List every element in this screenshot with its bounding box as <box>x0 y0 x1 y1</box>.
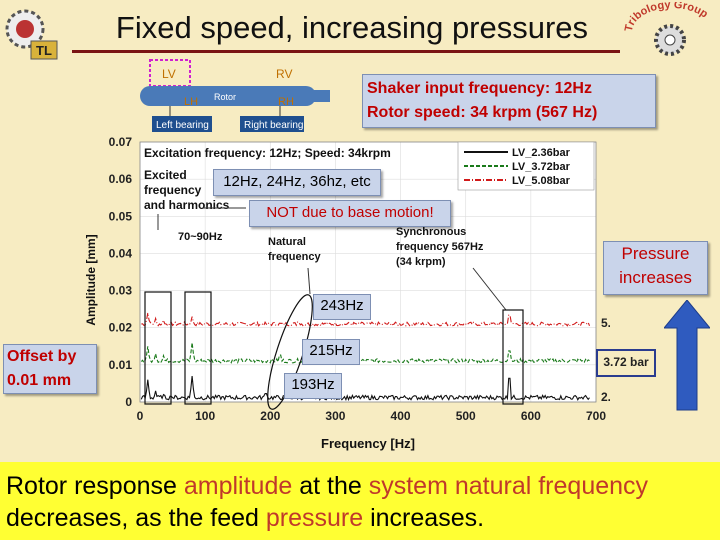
legend-box <box>457 141 595 191</box>
not-base-motion-callout: NOT due to base motion! <box>249 200 451 227</box>
pressure-increases-callout: Pressure increases <box>603 241 708 295</box>
legend-label: LV_2.36bar <box>512 147 571 159</box>
annotation-natural: Natural <box>268 236 306 248</box>
legend: LV_2.36bar LV_3.72bar LV_5.08bar <box>457 141 595 191</box>
freq-215-callout: 215Hz <box>302 339 360 365</box>
annotation-excited: Excited <box>144 168 187 182</box>
x-tick-label: 200 <box>260 409 280 423</box>
shaker-frequency-text: Shaker input frequency: 12Hz <box>367 80 592 97</box>
page-title: Fixed speed, increasing pressures <box>115 10 589 45</box>
series-line <box>140 375 590 402</box>
y-tick-label: 0.07 <box>109 135 133 149</box>
plot-frame <box>139 141 597 403</box>
title-underline <box>72 50 620 53</box>
conclusion-part-2: at the <box>292 472 369 500</box>
rotor-speed-text: Rotor speed: 34 krpm (567 Hz) <box>367 104 598 121</box>
x-tick-label: 600 <box>521 409 541 423</box>
annotation-70-90hz: 70~90Hz <box>178 231 223 243</box>
series-line <box>140 342 590 365</box>
x-tick-label: 400 <box>391 409 411 423</box>
pressure-line-2: increases <box>619 268 692 287</box>
lv-label: LV <box>162 67 176 81</box>
y-tick-label: 0.04 <box>109 246 133 260</box>
freq-243-callout: 243Hz <box>313 294 371 320</box>
logo-text: TL <box>36 43 52 58</box>
pressure-line-1: Pressure <box>621 244 690 263</box>
logo-left: TL <box>3 5 59 61</box>
pressure-arrow-icon <box>664 300 710 411</box>
logo-right: Tribology Group <box>623 0 718 66</box>
harmonics-callout: 12Hz, 24Hz, 36hz, etc <box>213 169 381 196</box>
offset-callout: Offset by 0.01 mm <box>3 344 97 394</box>
rotor-diagram: LV LH RV RH Rotor Left bearing Right bea… <box>140 56 340 140</box>
y-tick-label: 0.06 <box>109 172 133 186</box>
offset-line-1: Offset by <box>7 348 77 365</box>
y-tick-label: 0.05 <box>109 209 133 223</box>
highlight-sync <box>502 309 524 405</box>
conclusion-part-3: decreases, as the feed <box>6 504 266 532</box>
x-tick-label: 100 <box>195 409 215 423</box>
highlight-70-90 <box>184 291 212 405</box>
legend-label: LV_5.08bar <box>512 175 571 187</box>
annotation-frequency: frequency <box>144 183 202 197</box>
annotation-sync-567hz: frequency 567Hz <box>396 241 484 253</box>
right-bearing-label: Right bearing <box>244 120 303 131</box>
annotation-natural-frequency: frequency <box>268 251 321 263</box>
pressure-label-508: 5.08 bar <box>601 316 610 330</box>
rh-label: RH <box>278 96 294 108</box>
x-tick-label: 300 <box>325 409 345 423</box>
conclusion-text: Rotor response amplitude at the system n… <box>0 462 720 540</box>
y-tick-label: 0.02 <box>109 321 133 335</box>
series-line <box>141 312 591 327</box>
gear-logo-icon: TL <box>5 9 58 60</box>
pressure-label-372-box: 3.72 bar <box>596 349 656 377</box>
chart-title: Excitation frequency: 12Hz; Speed: 34krp… <box>144 146 391 160</box>
x-axis-label: Frequency [Hz] <box>321 436 415 451</box>
y-tick-label: 0.01 <box>109 358 133 372</box>
x-tick-label: 500 <box>456 409 476 423</box>
legend-label: LV_3.72bar <box>512 161 571 173</box>
test-conditions-box: Shaker input frequency: 12Hz Rotor speed… <box>362 74 656 128</box>
highlight-excited <box>144 291 172 405</box>
conclusion-highlight-natural-frequency: system natural frequency <box>368 472 649 500</box>
y-tick-label: 0 <box>125 395 132 409</box>
conclusion-part-4: increases. <box>363 504 485 532</box>
x-tick-label: 0 <box>137 409 144 423</box>
rotor-label: Rotor <box>214 92 236 102</box>
conclusion-highlight-pressure: pressure <box>265 504 364 532</box>
rv-label: RV <box>276 67 292 81</box>
annotation-harmonics: and harmonics <box>144 198 230 212</box>
offset-line-2: 0.01 mm <box>7 372 72 389</box>
conclusion-highlight-amplitude: amplitude <box>183 472 293 500</box>
annotation-34krpm: (34 krpm) <box>396 256 446 268</box>
y-tick-label: 0.03 <box>109 284 133 298</box>
left-bearing-label: Left bearing <box>156 120 209 131</box>
x-tick-label: 700 <box>586 409 606 423</box>
pointer-natural <box>307 267 311 295</box>
conclusion-part-1: Rotor response <box>6 472 184 500</box>
annotation-synchronous: Synchronous <box>396 226 466 238</box>
lh-label: LH <box>184 96 198 108</box>
pressure-label-236: 2.36 bar <box>601 390 610 404</box>
freq-193-callout: 193Hz <box>284 373 342 399</box>
pointer-sync <box>472 267 507 311</box>
y-axis-label: Amplitude [mm] <box>84 234 98 325</box>
